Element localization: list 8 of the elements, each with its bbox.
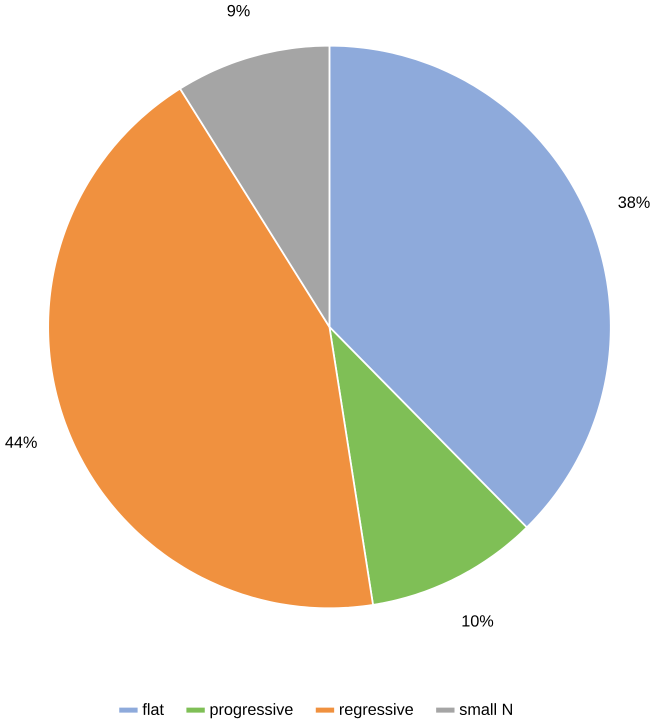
data-label: 44% <box>5 436 37 448</box>
legend-label: progressive <box>210 703 293 718</box>
data-label: 9% <box>227 4 250 16</box>
data-label: 38% <box>618 196 650 208</box>
legend-label: small N <box>460 703 512 716</box>
legend-label: flat <box>142 703 164 716</box>
legend-label: regressive <box>340 703 413 718</box>
data-label: 10% <box>462 615 494 627</box>
